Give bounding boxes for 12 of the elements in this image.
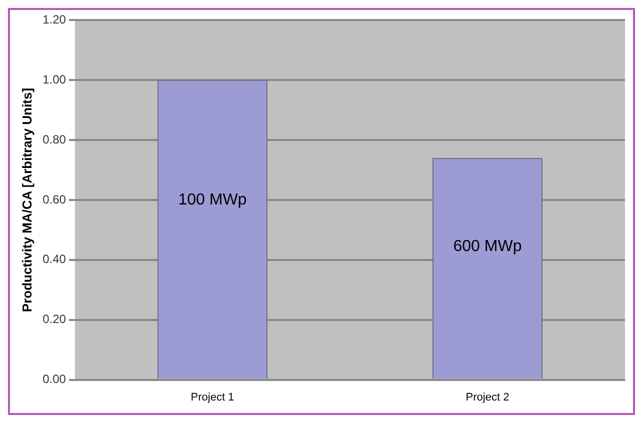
x-tick-label: Project 1 (190, 391, 234, 404)
y-tick-label: 0.20 (42, 312, 66, 326)
y-tick-label: 0.60 (42, 192, 66, 206)
y-tick-label: 0.00 (42, 372, 66, 386)
x-tick-label: Project 2 (466, 391, 510, 404)
annotation: 100 MWp (178, 191, 247, 208)
y-tick-label: 1.20 (42, 12, 66, 27)
annotation: 600 MWp (453, 238, 522, 256)
y-tick-label: 0.80 (42, 132, 66, 146)
y-tick-label: 1.00 (42, 72, 66, 86)
y-tick-label: 0.40 (42, 252, 66, 266)
y-axis-title: Productivity MA/CA [Arbitrary Units] (19, 88, 34, 312)
